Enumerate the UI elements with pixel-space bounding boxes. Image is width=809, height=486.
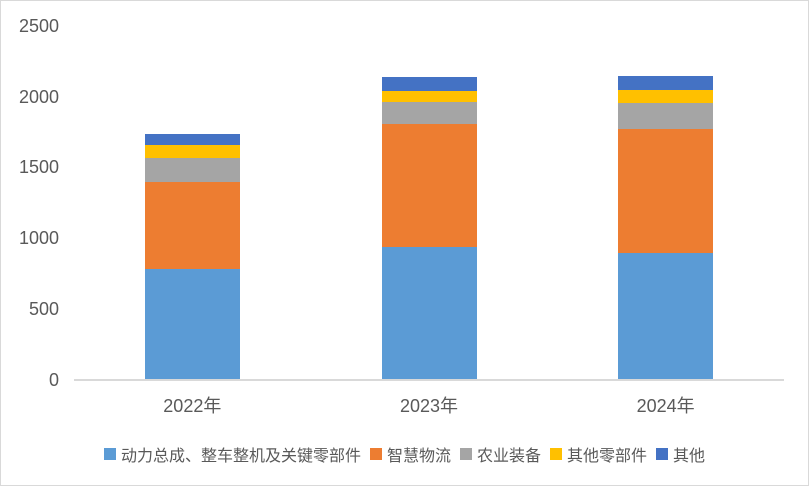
y-axis-tick-label: 1000 xyxy=(18,228,59,249)
legend-item: 其他零部件 xyxy=(550,442,647,466)
legend-swatch-icon xyxy=(459,448,472,460)
legend-label: 其他零部件 xyxy=(567,448,648,465)
bar-segment xyxy=(381,101,477,124)
y-axis-tick-label: 500 xyxy=(28,298,59,319)
legend-label: 动力总成、整车整机及关键零部件 xyxy=(120,448,361,465)
legend-swatch-icon xyxy=(103,448,116,460)
bar-segment xyxy=(618,128,714,254)
legend-item: 其他 xyxy=(656,442,705,466)
bar-segment xyxy=(381,123,477,248)
legend-item: 智慧物流 xyxy=(369,442,451,466)
y-axis-tick-label: 1500 xyxy=(18,157,59,178)
legend: 动力总成、整车整机及关键零部件 智慧物流 农业装备 其他零部件 其他 xyxy=(1,442,808,466)
bar-segment xyxy=(381,77,477,91)
bar-segment xyxy=(144,144,240,158)
x-axis-category-label: 2023年 xyxy=(399,396,458,416)
y-axis-tick-label: 2500 xyxy=(18,16,59,36)
y-axis-tick-label: 0 xyxy=(48,369,59,390)
y-axis-tick-label: 2000 xyxy=(18,86,59,107)
x-axis-category-label: 2022年 xyxy=(163,396,222,416)
legend-item: 动力总成、整车整机及关键零部件 xyxy=(103,442,361,466)
legend-item: 农业装备 xyxy=(459,442,541,466)
legend-label: 智慧物流 xyxy=(386,448,451,465)
bar-segment xyxy=(618,102,714,129)
x-axis-category-label: 2024年 xyxy=(636,396,695,416)
legend-swatch-icon xyxy=(369,448,382,460)
bar-segment xyxy=(144,133,240,145)
legend-label: 其他 xyxy=(673,448,706,465)
x-axis-line xyxy=(74,379,784,381)
bar-segment xyxy=(381,247,477,379)
bar-segment xyxy=(144,268,240,379)
legend-swatch-icon xyxy=(656,448,669,460)
bar-segment xyxy=(618,75,714,90)
bar-segment xyxy=(144,157,240,182)
legend-swatch-icon xyxy=(550,448,562,460)
bar-segment xyxy=(618,253,714,379)
bar-segment xyxy=(618,89,714,103)
legend-label: 农业装备 xyxy=(476,448,541,465)
bar-segment xyxy=(381,90,477,102)
bar-segment xyxy=(144,181,240,269)
